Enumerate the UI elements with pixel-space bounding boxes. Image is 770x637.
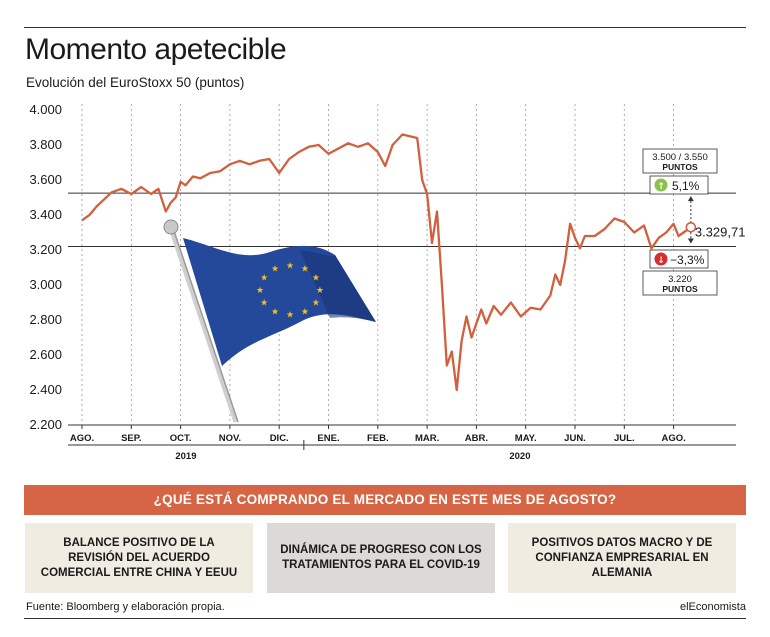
flag-star-icon: ★ — [256, 286, 264, 296]
year-label: 2020 — [509, 451, 530, 462]
grid — [68, 104, 736, 426]
month-label: OCT. — [170, 433, 192, 444]
flag-pole-knob — [163, 219, 179, 235]
y-tick-label: 2.200 — [29, 417, 62, 432]
eu-flag-illustration: ★★★★★★★★★ ★ ★★ — [163, 219, 376, 423]
flag-star-icon: ★ — [312, 298, 320, 308]
reason-box-1: BALANCE POSITIVO DE LA REVISIÓN DEL ACUE… — [25, 523, 253, 593]
arrow-down-icon — [654, 252, 668, 266]
upside-arrowhead — [687, 196, 694, 202]
month-label: JUL. — [614, 433, 635, 444]
y-tick-label: 3.000 — [29, 277, 62, 292]
x-axis: AGO. SEP. OCT. NOV. DIC. ENE. FEB. MAR. ABR. MAY.… — [68, 425, 736, 462]
month-label: ABR. — [465, 433, 488, 444]
y-tick-label: 3.800 — [29, 137, 62, 152]
reason-box-3: POSITIVOS DATOS MACRO Y DE CONFIANZA EMP… — [508, 523, 736, 593]
upper-target-box — [642, 148, 718, 174]
flag-star-icon: ★ — [260, 274, 268, 284]
y-tick-label: 2.600 — [29, 347, 62, 362]
last-value-label: 3.329,71 — [695, 224, 746, 239]
flag-star-icon: ★ — [260, 298, 268, 308]
line-chart: 4.000 3.800 3.600 3.400 3.200 3.000 2.800 2.600… — [29, 102, 746, 462]
y-tick-label: 3.200 — [29, 242, 62, 257]
flag-star-icon: ★ — [286, 261, 294, 271]
arrow-up-glyph: ↑ — [657, 182, 665, 192]
lower-target-unit: PUNTOS — [662, 284, 698, 294]
lower-target-label: 3.220 — [668, 274, 692, 285]
brand-name: elEconomista — [679, 601, 746, 613]
year-label: 2019 — [175, 451, 196, 462]
month-label: DIC. — [270, 433, 289, 444]
month-label: AGO. — [70, 433, 94, 444]
source-note: Fuente: Bloomberg y elaboración propia. — [26, 601, 225, 613]
flag-stars: ★★★★★★★★★ ★ ★★ — [256, 261, 324, 320]
month-label: FEB. — [367, 433, 389, 444]
upper-change-value: 5,1% — [672, 179, 700, 193]
y-axis: 4.000 3.800 3.600 3.400 3.200 3.000 2.800 2.600… — [29, 102, 62, 432]
upper-target-label: 3.500 / 3.550 — [652, 152, 707, 163]
month-label: MAY. — [515, 433, 537, 444]
y-tick-label: 3.600 — [29, 172, 62, 187]
flag-star-icon: ★ — [271, 307, 279, 317]
banner: ¿QUÉ ESTÁ COMPRANDO EL MERCADO EN ESTE M… — [24, 485, 746, 515]
arrow-down-glyph: ↓ — [657, 256, 665, 266]
downside-arrowhead — [687, 238, 694, 244]
chart-title: Momento apetecible — [25, 33, 287, 66]
month-label: MAR. — [415, 433, 439, 444]
lower-change-value: −3,3% — [670, 253, 705, 267]
y-tick-label: 2.400 — [29, 382, 62, 397]
flag-star-icon: ★ — [312, 274, 320, 284]
month-label: AGO. — [661, 433, 685, 444]
chart-subtitle: Evolución del EuroStoxx 50 (puntos) — [26, 75, 245, 90]
flag-shadow — [300, 250, 376, 322]
lower-target-box — [642, 270, 718, 296]
flag-star-icon: ★ — [271, 265, 279, 275]
flag-pole — [168, 227, 239, 423]
flag-star-icon: ★ — [316, 286, 324, 296]
upper-target-unit: PUNTOS — [662, 162, 698, 172]
bottom-rule — [24, 618, 746, 619]
flag-star-icon: ★ — [301, 307, 309, 317]
series-line — [81, 133, 692, 392]
arrow-up-icon — [654, 178, 668, 192]
flag-pole-shade — [172, 227, 239, 423]
month-label: ENE. — [317, 433, 339, 444]
y-tick-label: 4.000 — [29, 102, 62, 117]
top-rule — [24, 27, 746, 28]
last-value-marker — [685, 222, 697, 233]
reference-lines — [68, 192, 736, 247]
month-label: SEP. — [121, 433, 141, 444]
month-label: JUN. — [564, 433, 586, 444]
reason-box-2: DINÁMICA DE PROGRESO CON LOS TRATAMIENTO… — [267, 523, 495, 593]
y-tick-label: 3.400 — [29, 207, 62, 222]
flag-star-icon: ★ — [301, 265, 309, 275]
flag-star-icon: ★ — [286, 311, 294, 321]
y-tick-label: 2.800 — [29, 312, 62, 327]
month-label: NOV. — [219, 433, 241, 444]
